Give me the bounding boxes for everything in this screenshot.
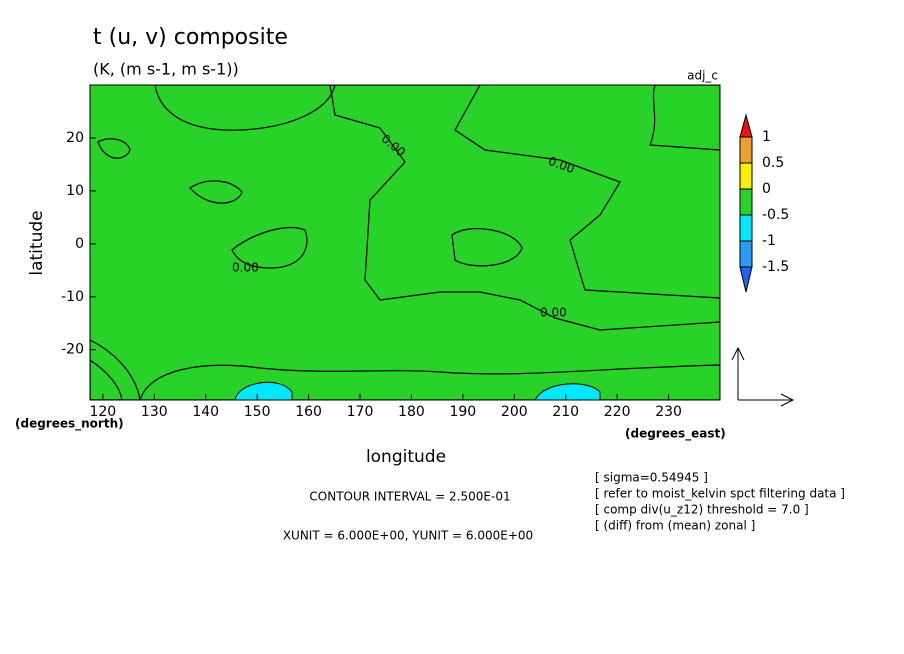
x-unit-label: (degrees_east) — [625, 427, 726, 442]
y-tick-label: 10 — [66, 183, 84, 199]
x-tick-label: 210 — [552, 404, 579, 420]
title: t (u, v) composite — [93, 25, 288, 50]
plot-frame — [89, 84, 721, 401]
y-tick-label: -10 — [61, 289, 84, 305]
x-tick-label: 170 — [347, 404, 374, 420]
x-tick-label: 190 — [449, 404, 476, 420]
y-tick-label: -20 — [61, 342, 84, 358]
x-tick-label: 220 — [604, 404, 631, 420]
contour-label: 0.00 — [540, 306, 567, 320]
x-label: longitude — [366, 447, 446, 467]
colorbar-box — [739, 162, 753, 190]
y-tick-label: 0 — [75, 236, 84, 252]
note: CONTOUR INTERVAL = 2.500E-01 — [309, 490, 510, 504]
colorbar-box — [739, 240, 753, 268]
x-tick-label: 180 — [398, 404, 425, 420]
x-tick-label: 120 — [89, 404, 116, 420]
x-tick-label: 130 — [141, 404, 168, 420]
colorbar-cap — [739, 266, 753, 293]
colorbar-cap — [739, 113, 753, 138]
colorbar-label: 0.5 — [762, 155, 784, 171]
x-tick-label: 150 — [244, 404, 271, 420]
x-tick-label: 140 — [192, 404, 219, 420]
colorbar-box — [739, 188, 753, 216]
y-unit-label: (degrees_north) — [15, 417, 124, 432]
info: [ refer to moist_kelvin spct filtering d… — [595, 487, 845, 501]
note: XUNIT = 6.000E+00, YUNIT = 6.000E+00 — [283, 529, 533, 543]
y-label: latitude — [27, 210, 47, 275]
contour-fill — [90, 85, 720, 400]
reference-vector — [731, 346, 795, 407]
colorbar-label: 1 — [762, 129, 771, 145]
colorbar-box — [739, 214, 753, 242]
colorbar-label: -1 — [762, 233, 776, 249]
info: [ comp div(u_z12) threshold = 7.0 ] — [595, 503, 809, 517]
subtitle: (K, (m s-1, m s-1)) — [93, 60, 239, 79]
x-tick-label: 200 — [501, 404, 528, 420]
info: [ sigma=0.54945 ] — [595, 471, 708, 485]
annotation: adj_c — [687, 69, 718, 83]
info: [ (diff) from (mean) zonal ] — [595, 519, 755, 533]
y-tick-label: 20 — [66, 130, 84, 146]
colorbar-box — [739, 136, 753, 164]
x-tick-label: 230 — [655, 404, 682, 420]
x-tick-label: 160 — [295, 404, 322, 420]
contour-label: 0.00 — [232, 261, 259, 275]
colorbar-label: -0.5 — [762, 207, 789, 223]
colorbar-label: 0 — [762, 181, 771, 197]
colorbar-label: -1.5 — [762, 259, 789, 275]
